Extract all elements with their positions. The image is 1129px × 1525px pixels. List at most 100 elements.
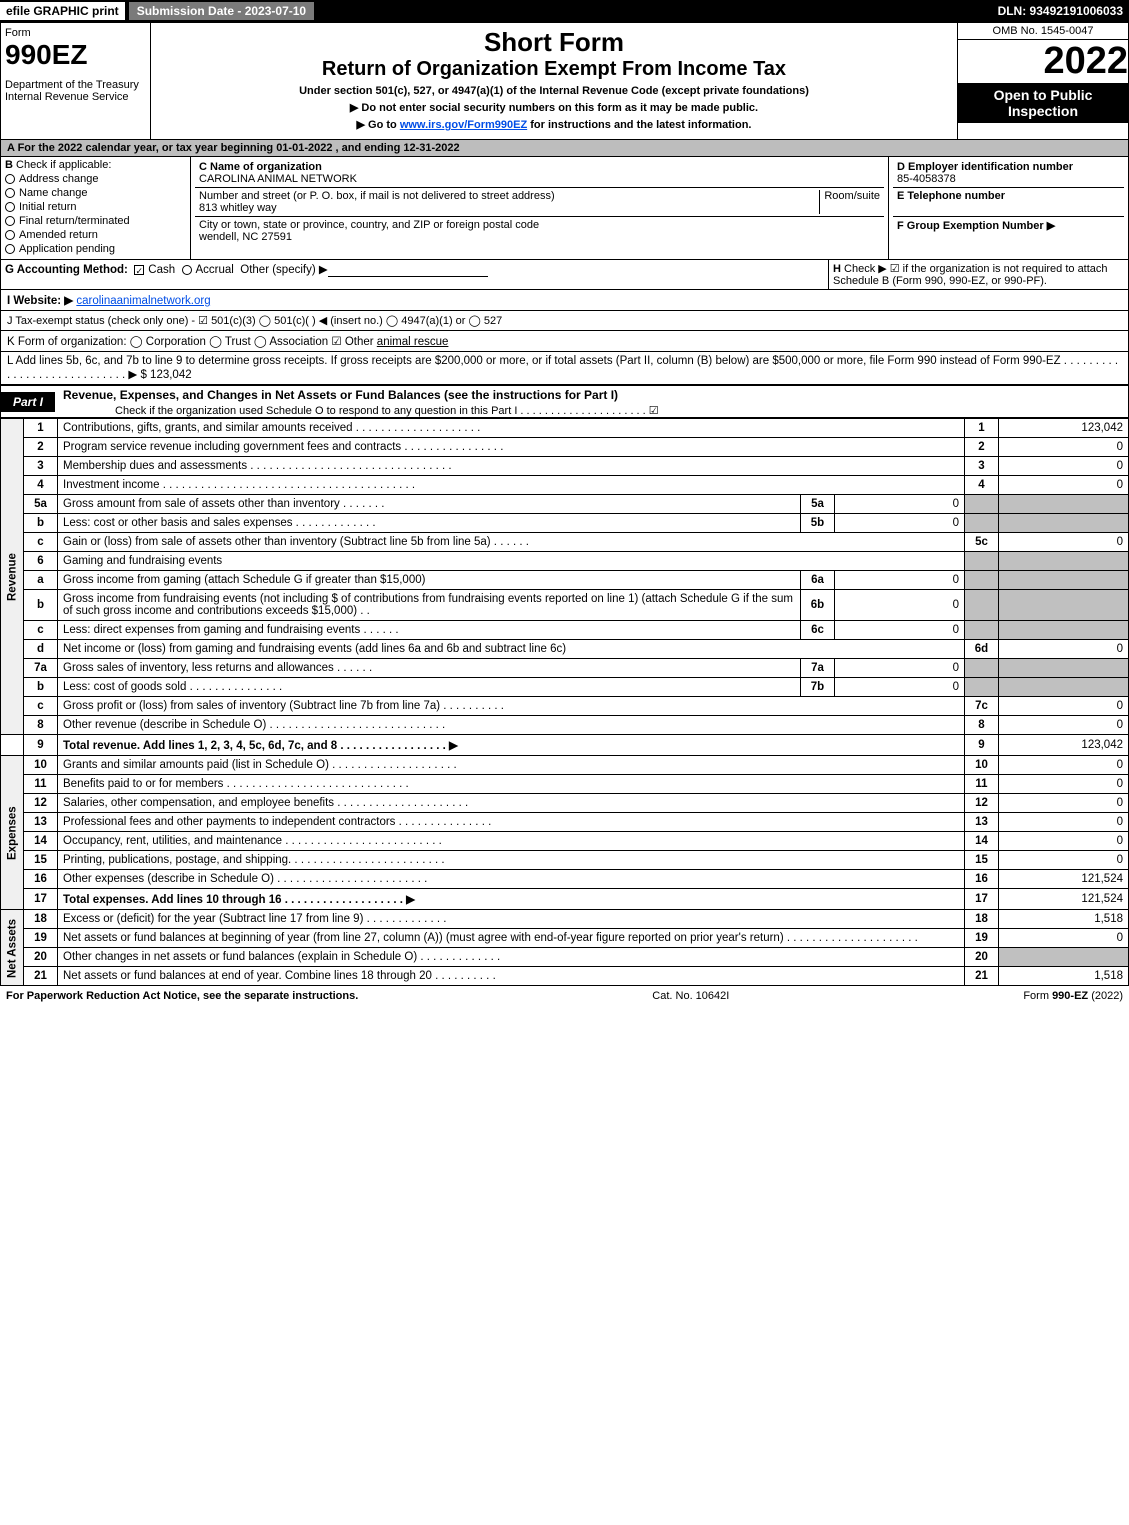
table-row: 16Other expenses (describe in Schedule O… [1, 870, 1129, 889]
instr-goto-pre: ▶ Go to [357, 119, 400, 131]
line-num: 6 [24, 552, 58, 571]
line-amount: 0 [999, 775, 1129, 794]
line-amount: 0 [999, 813, 1129, 832]
table-row: bGross income from fundraising events (n… [1, 590, 1129, 621]
table-row: aGross income from gaming (attach Schedu… [1, 571, 1129, 590]
line-desc: Salaries, other compensation, and employ… [58, 794, 965, 813]
line-num: 13 [24, 813, 58, 832]
dln-label: DLN: 93492191006033 [998, 4, 1129, 18]
line-desc: Less: direct expenses from gaming and fu… [58, 621, 801, 640]
cash-label: Cash [148, 264, 175, 276]
line-ref: 12 [965, 794, 999, 813]
check-application-pending[interactable]: Application pending [5, 243, 186, 255]
check-address-change[interactable]: Address change [5, 173, 186, 185]
line-num: b [24, 514, 58, 533]
table-row: cGross profit or (loss) from sales of in… [1, 697, 1129, 716]
form-number: 990EZ [5, 39, 146, 71]
column-def: D Employer identification number85-40583… [888, 157, 1128, 259]
line-desc: Gross income from gaming (attach Schedul… [58, 571, 801, 590]
website-link[interactable]: carolinaanimalnetwork.org [76, 295, 210, 307]
line-amount: 0 [999, 476, 1129, 495]
line-ref: 4 [965, 476, 999, 495]
line-ref: 5c [965, 533, 999, 552]
sub-amount: 0 [835, 514, 965, 533]
line-desc: Total revenue. Add lines 1, 2, 3, 4, 5c,… [58, 735, 965, 756]
table-row: 9Total revenue. Add lines 1, 2, 3, 4, 5c… [1, 735, 1129, 756]
table-row: 17Total expenses. Add lines 10 through 1… [1, 889, 1129, 910]
shade [999, 552, 1129, 571]
table-row: 8Other revenue (describe in Schedule O) … [1, 716, 1129, 735]
instr-goto-post: for instructions and the latest informat… [527, 119, 751, 131]
c-label: C Name of organization [199, 161, 322, 173]
line-desc: Gross income from fundraising events (no… [58, 590, 801, 621]
footer-mid: Cat. No. 10642I [652, 990, 729, 1002]
line-ref: 11 [965, 775, 999, 794]
sub-amount: 0 [835, 659, 965, 678]
line-num: 7a [24, 659, 58, 678]
line-num: 1 [24, 419, 58, 438]
irs-link[interactable]: www.irs.gov/Form990EZ [400, 119, 527, 131]
c-name-block: C Name of organization CAROLINA ANIMAL N… [195, 159, 884, 188]
line-num: 11 [24, 775, 58, 794]
line-num: 2 [24, 438, 58, 457]
e-block: E Telephone number [893, 188, 1124, 217]
check-initial-return[interactable]: Initial return [5, 201, 186, 213]
table-row: 15Printing, publications, postage, and s… [1, 851, 1129, 870]
section-bcdef: B Check if applicable: Address change Na… [0, 157, 1129, 260]
table-row: 11Benefits paid to or for members . . . … [1, 775, 1129, 794]
line-desc: Membership dues and assessments . . . . … [58, 457, 965, 476]
shade [965, 678, 999, 697]
sub-ref: 6a [801, 571, 835, 590]
right-header-cell: OMB No. 1545-0047 2022 Open to Public In… [958, 23, 1128, 139]
sub-ref: 7b [801, 678, 835, 697]
check-amended-return[interactable]: Amended return [5, 229, 186, 241]
table-row: Expenses 10Grants and similar amounts pa… [1, 756, 1129, 775]
city-value: wendell, NC 27591 [199, 231, 292, 243]
table-row: 13Professional fees and other payments t… [1, 813, 1129, 832]
check-final-return[interactable]: Final return/terminated [5, 215, 186, 227]
line-num: b [24, 590, 58, 621]
line-desc: Excess or (deficit) for the year (Subtra… [58, 910, 965, 929]
ein-value: 85-4058378 [897, 173, 956, 185]
check-label: Name change [19, 187, 88, 199]
i-label: I Website: ▶ [7, 295, 73, 307]
line-num: 16 [24, 870, 58, 889]
table-row: 21Net assets or fund balances at end of … [1, 967, 1129, 986]
table-row: cGain or (loss) from sale of assets othe… [1, 533, 1129, 552]
line-desc: Benefits paid to or for members . . . . … [58, 775, 965, 794]
shade [999, 678, 1129, 697]
table-row: bLess: cost of goods sold . . . . . . . … [1, 678, 1129, 697]
table-row: 12Salaries, other compensation, and empl… [1, 794, 1129, 813]
line-amount: 1,518 [999, 910, 1129, 929]
check-name-change[interactable]: Name change [5, 187, 186, 199]
line-l: L Add lines 5b, 6c, and 7b to line 9 to … [0, 352, 1129, 385]
line-desc: Gaming and fundraising events [58, 552, 965, 571]
line-desc: Professional fees and other payments to … [58, 813, 965, 832]
sub-ref: 6c [801, 621, 835, 640]
column-c: C Name of organization CAROLINA ANIMAL N… [191, 157, 888, 259]
cash-checkbox[interactable] [134, 265, 144, 275]
other-label: Other (specify) ▶ [240, 264, 327, 276]
footer-left: For Paperwork Reduction Act Notice, see … [6, 990, 358, 1002]
line-ref: 14 [965, 832, 999, 851]
sub-amount: 0 [835, 495, 965, 514]
h-letter: H [833, 263, 841, 275]
expenses-sidelabel: Expenses [1, 756, 24, 910]
line-num: 20 [24, 948, 58, 967]
title-short-form: Short Form [155, 27, 953, 58]
line-num: 17 [24, 889, 58, 910]
line-amount: 0 [999, 640, 1129, 659]
line-ref: 8 [965, 716, 999, 735]
table-row: Net Assets 18Excess or (deficit) for the… [1, 910, 1129, 929]
line-num: 8 [24, 716, 58, 735]
table-row: 6Gaming and fundraising events [1, 552, 1129, 571]
table-row: 14Occupancy, rent, utilities, and mainte… [1, 832, 1129, 851]
check-label: Initial return [19, 201, 76, 213]
table-row: bLess: cost or other basis and sales exp… [1, 514, 1129, 533]
line-ref: 1 [965, 419, 999, 438]
line-amount: 0 [999, 832, 1129, 851]
accrual-checkbox[interactable] [182, 265, 192, 275]
line-amount: 0 [999, 929, 1129, 948]
line-desc: Less: cost or other basis and sales expe… [58, 514, 801, 533]
line-num: b [24, 678, 58, 697]
